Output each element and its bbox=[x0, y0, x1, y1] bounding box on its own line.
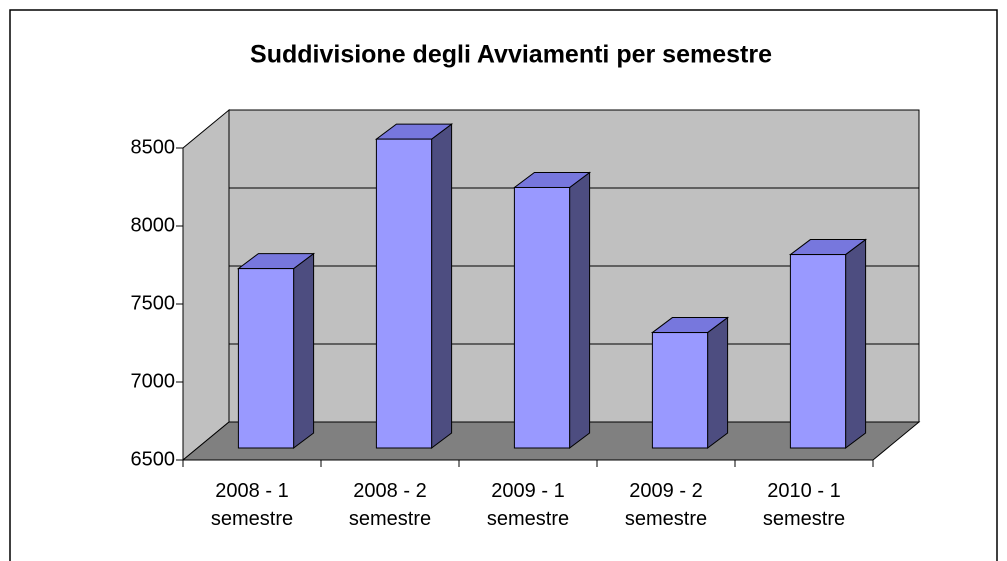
bar bbox=[789, 254, 847, 449]
x-tick-label: 2010 - 1 semestre bbox=[763, 480, 845, 530]
x-tick-label-line: semestre bbox=[625, 508, 707, 530]
bar bbox=[513, 186, 571, 449]
side-wall bbox=[182, 108, 230, 462]
bar bbox=[237, 268, 295, 449]
x-tick-label-line: semestre bbox=[487, 508, 569, 530]
x-tick-label-line: semestre bbox=[211, 508, 293, 530]
y-tick-label: 7500 bbox=[131, 292, 176, 314]
chart-border bbox=[9, 9, 998, 561]
x-tick-label: 2009 - 1 semestre bbox=[487, 480, 569, 530]
bar-side bbox=[431, 123, 453, 449]
y-tick-label: 7000 bbox=[131, 370, 176, 392]
x-tick-label-line: 2009 - 1 bbox=[491, 480, 564, 502]
x-tick-label-line: 2008 - 1 bbox=[215, 480, 288, 502]
x-tick-label-line: 2010 - 1 bbox=[767, 480, 840, 502]
chart-title: Suddivisione degli Avviamenti per semest… bbox=[250, 41, 772, 69]
y-tick-label: 6500 bbox=[131, 448, 176, 470]
x-tick-label-line: semestre bbox=[349, 508, 431, 530]
x-tick-label: 2008 - 2 semestre bbox=[349, 480, 431, 530]
x-tick-label: 2009 - 2 semestre bbox=[625, 480, 707, 530]
bar-side bbox=[569, 171, 591, 449]
bar-side bbox=[845, 238, 867, 449]
y-tick-label: 8500 bbox=[131, 136, 176, 158]
x-tick-label: 2008 - 1 semestre bbox=[211, 480, 293, 530]
bar bbox=[375, 138, 433, 449]
x-tick-label-line: semestre bbox=[763, 508, 845, 530]
x-tick-label-line: 2009 - 2 bbox=[629, 480, 702, 502]
x-tick-label-line: 2008 - 2 bbox=[353, 480, 426, 502]
y-tick-label: 8000 bbox=[131, 214, 176, 236]
bar-side bbox=[707, 316, 729, 449]
bar bbox=[651, 332, 709, 449]
bar-side bbox=[293, 252, 315, 449]
